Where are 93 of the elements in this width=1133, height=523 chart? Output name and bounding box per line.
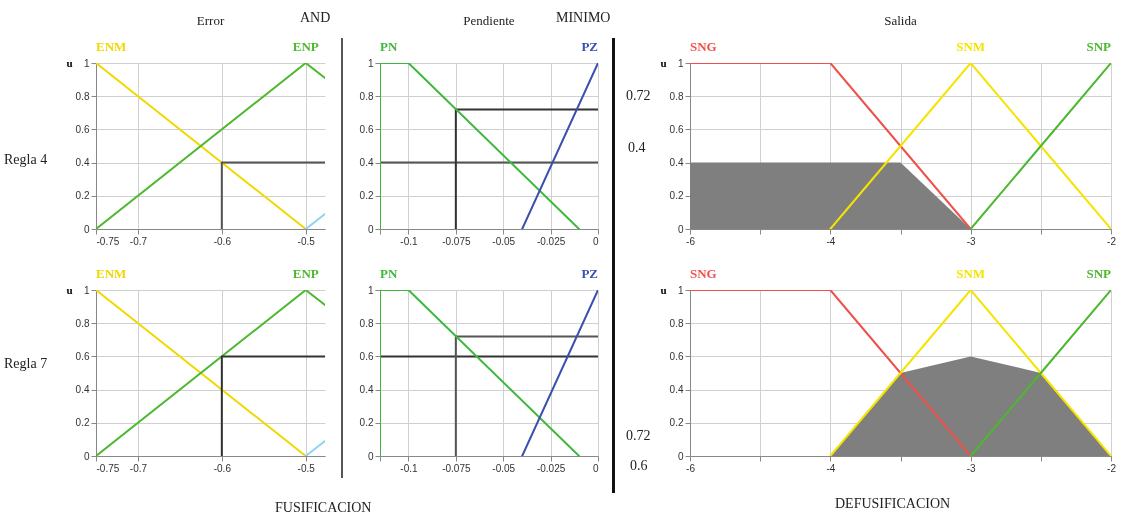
- y-tick-label: 0.2: [75, 417, 90, 429]
- x-tick-label: -0.5: [297, 235, 316, 247]
- x-tick-label: -3: [966, 462, 977, 474]
- x-tick-label: -0.1: [400, 462, 418, 474]
- y-tick-label: 0.6: [359, 350, 374, 362]
- y-tick-label: 0.6: [669, 123, 684, 135]
- x-tick-label: -0.025: [536, 235, 566, 247]
- text: 0.4: [628, 140, 646, 156]
- y-tick-label: 0.8: [75, 90, 90, 102]
- text: Regla 7: [4, 356, 48, 372]
- x-tick-label: -0.075: [442, 462, 471, 474]
- y-axis-title: u: [66, 283, 73, 296]
- series-label: SNP: [1086, 266, 1112, 281]
- x-tick-label: -0.75: [96, 462, 120, 474]
- x-tick-label: -2: [1107, 235, 1117, 247]
- y-tick-label: 0.8: [359, 90, 374, 102]
- y-tick-label: 0.4: [75, 384, 90, 396]
- y-tick-label: 0.4: [669, 384, 684, 396]
- y-axis-title: u: [660, 283, 667, 296]
- y-tick-label: 0.6: [75, 123, 90, 135]
- text: DEFUSIFICACION: [835, 496, 951, 512]
- y-tick-label: 1: [83, 284, 90, 296]
- y-tick-label: 0.2: [359, 190, 374, 202]
- series-label: ENP: [292, 39, 319, 54]
- y-tick-label: 0.8: [359, 317, 374, 329]
- y-tick-label: 0.4: [359, 384, 374, 396]
- x-tick-label: -2: [1107, 462, 1117, 474]
- y-tick-label: 1: [367, 284, 374, 296]
- series-label: SNM: [956, 39, 986, 54]
- y-tick-label: 0: [367, 223, 374, 235]
- y-tick-label: 0: [367, 450, 374, 462]
- y-tick-label: 1: [83, 57, 90, 69]
- x-tick-label: -0.05: [492, 462, 516, 474]
- x-tick-label: -4: [826, 462, 836, 474]
- y-tick-label: 0.4: [669, 157, 684, 169]
- series-label: SNM: [956, 266, 986, 281]
- x-tick-label: -4: [826, 235, 836, 247]
- chart-title: Salida: [883, 13, 918, 29]
- text: FUSIFICACION: [275, 500, 372, 516]
- x-tick-label: -3: [966, 235, 977, 247]
- x-tick-label: -0.05: [492, 235, 516, 247]
- series-label: SNG: [690, 39, 717, 54]
- x-tick-label: -0.6: [213, 462, 232, 474]
- chart-title: Pendiente: [463, 13, 515, 28]
- x-tick-label: -0.5: [297, 462, 316, 474]
- y-tick-label: 0.6: [359, 123, 374, 135]
- x-tick-label: -0.6: [213, 235, 232, 247]
- y-tick-label: 0.6: [75, 350, 90, 362]
- x-tick-label: -0.025: [536, 462, 566, 474]
- y-tick-label: 0.4: [359, 157, 374, 169]
- series-label: PZ: [581, 39, 599, 54]
- y-tick-label: 0.2: [75, 190, 90, 202]
- x-tick-label: 0: [592, 462, 599, 474]
- x-tick-label: -0.75: [96, 235, 120, 247]
- y-tick-label: 0.4: [75, 157, 90, 169]
- y-axis-title: u: [66, 56, 73, 69]
- y-tick-label: 1: [677, 57, 684, 69]
- text: Regla 4: [4, 152, 48, 168]
- x-tick-label: -0.7: [129, 235, 148, 247]
- y-tick-label: 0: [83, 223, 90, 235]
- series-label: PZ: [581, 266, 599, 281]
- y-tick-label: 0: [677, 223, 684, 235]
- text: MINIMO: [556, 10, 611, 26]
- y-tick-label: 1: [367, 57, 374, 69]
- y-tick-label: 0.2: [359, 417, 374, 429]
- series-label: ENM: [96, 266, 127, 281]
- y-tick-label: 0.6: [669, 350, 684, 362]
- x-tick-label: -0.075: [442, 235, 471, 247]
- y-tick-label: 0.2: [669, 417, 684, 429]
- y-tick-label: 0.8: [669, 90, 684, 102]
- series-label: PN: [380, 266, 398, 281]
- x-tick-label: -6: [686, 462, 696, 474]
- text: 0.6: [630, 458, 648, 474]
- text: 0.72: [626, 428, 651, 444]
- y-tick-label: 0.8: [75, 317, 90, 329]
- y-tick-label: 0.8: [669, 317, 684, 329]
- text: AND: [300, 10, 331, 26]
- series-label: ENP: [292, 266, 319, 281]
- y-tick-label: 0: [677, 450, 684, 462]
- x-tick-label: -0.1: [400, 235, 418, 247]
- y-tick-label: 1: [677, 284, 684, 296]
- series-label: ENM: [96, 39, 127, 54]
- series-label: PN: [380, 39, 398, 54]
- chart-title: Error: [196, 13, 225, 28]
- series-label: SNG: [690, 266, 717, 281]
- x-tick-label: -0.7: [129, 462, 148, 474]
- y-tick-label: 0: [83, 450, 90, 462]
- text: 0.72: [626, 88, 651, 104]
- y-axis-title: u: [660, 56, 667, 69]
- x-tick-label: 0: [592, 235, 599, 247]
- x-tick-label: -6: [686, 235, 696, 247]
- series-label: SNP: [1086, 39, 1112, 54]
- y-tick-label: 0.2: [669, 190, 684, 202]
